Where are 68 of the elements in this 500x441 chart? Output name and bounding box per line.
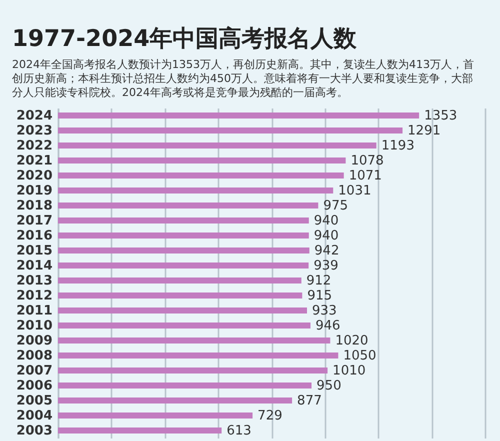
data-label: 1291 — [408, 124, 441, 138]
bar — [58, 352, 338, 358]
data-label: 1050 — [343, 348, 376, 364]
y-tick-label: 2022 — [16, 138, 52, 154]
y-tick-label: 2020 — [16, 168, 52, 184]
data-label: 729 — [258, 408, 282, 424]
bar — [58, 368, 328, 374]
y-tick-label: 2012 — [16, 288, 52, 304]
y-tick-label: 2016 — [16, 228, 52, 244]
y-tick-label: 2014 — [16, 258, 52, 274]
data-label: 933 — [312, 304, 337, 318]
bar — [58, 158, 346, 164]
data-label: 940 — [314, 214, 339, 228]
y-tick-label: 2004 — [16, 408, 52, 424]
y-tick-label: 2005 — [16, 394, 52, 408]
data-label: 942 — [314, 244, 340, 258]
data-label: 613 — [226, 424, 252, 438]
data-label: 940 — [314, 228, 339, 244]
data-label: 1010 — [332, 364, 366, 378]
y-tick-label: 2011 — [16, 304, 52, 318]
y-tick-label: 2023 — [16, 124, 52, 138]
y-tick-label: 2003 — [16, 424, 52, 438]
y-tick-label: 2010 — [16, 318, 52, 334]
data-label: 915 — [307, 288, 332, 304]
bar — [58, 262, 309, 268]
data-label: 912 — [306, 274, 332, 288]
bar — [58, 278, 302, 284]
data-label: 1193 — [381, 138, 414, 154]
data-label: 975 — [323, 198, 348, 214]
bar — [58, 292, 302, 298]
bar — [58, 338, 330, 344]
bar — [58, 428, 222, 434]
bar — [58, 322, 310, 328]
data-label: 946 — [315, 318, 340, 334]
y-tick-label: 2013 — [16, 274, 52, 288]
bar — [58, 112, 420, 118]
data-label: 877 — [297, 394, 322, 408]
y-tick-label: 2015 — [16, 244, 52, 258]
y-tick-label: 2007 — [16, 364, 52, 378]
data-label: 1078 — [350, 154, 384, 168]
bar — [58, 248, 310, 254]
bar — [58, 188, 334, 194]
bar — [58, 382, 312, 388]
data-label: 950 — [316, 378, 342, 394]
bar — [58, 308, 307, 314]
data-label: 1353 — [424, 108, 458, 124]
data-label: 939 — [314, 258, 338, 274]
bar — [58, 202, 318, 208]
bar — [58, 142, 376, 148]
y-tick-label: 2009 — [16, 334, 52, 348]
y-tick-label: 2008 — [16, 348, 52, 364]
y-tick-label: 2018 — [16, 198, 52, 214]
chart-title: 1977-2024年中国高考报名人数 — [12, 25, 358, 52]
bar — [58, 128, 403, 134]
y-tick-label: 2021 — [16, 154, 52, 168]
bar — [58, 172, 344, 178]
data-label: 1031 — [338, 184, 372, 198]
y-tick-label: 2019 — [16, 184, 52, 198]
bar — [58, 398, 292, 404]
bar — [58, 218, 309, 224]
chart-subtitle: 2024年全国高考报名人数预计为1353万人，再创历史新高。其中，复读生人数为413万人，首创历史新高；本科生预计总招生人数约为450万人。意味着将有一大半人要和复读生竞争，大部分人只能读专科院校。2024年高考或将是竞争最为残酷的一届高考。 — [12, 58, 474, 99]
y-tick-label: 2006 — [16, 378, 52, 394]
y-tick-label: 2017 — [16, 214, 52, 228]
y-tick-label: 2024 — [16, 108, 52, 124]
data-label: 1020 — [335, 334, 368, 348]
bar — [58, 412, 253, 418]
bar — [58, 232, 309, 238]
data-label: 1071 — [348, 168, 382, 184]
